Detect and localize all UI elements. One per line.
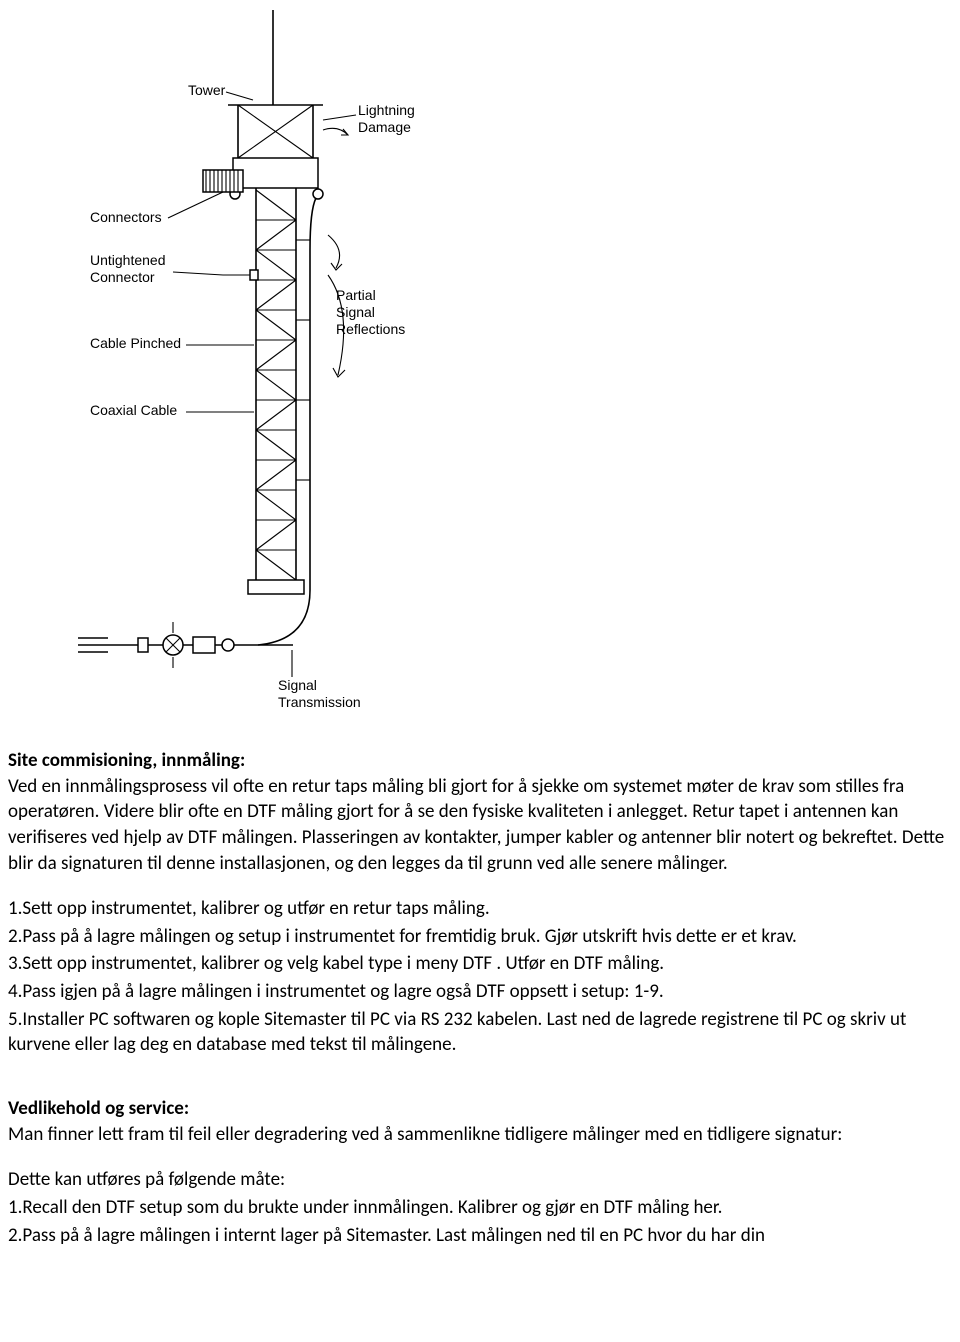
label-cable-pinched: Cable Pinched bbox=[90, 335, 181, 351]
label-signal-l2: Transmission bbox=[278, 694, 361, 710]
diagram-svg: Tower Lightning Damage Connectors Untigh… bbox=[78, 10, 498, 730]
heading-maintenance: Vedlikehold og service: bbox=[8, 1096, 952, 1122]
para-commissioning: Ved en innmålingsprosess vil ofte en ret… bbox=[8, 774, 952, 877]
step-3: 3.Sett opp instrumentet, kalibrer og vel… bbox=[8, 951, 952, 977]
step-2: 2.Pass på å lagre målingen og setup i in… bbox=[8, 924, 952, 950]
proc-step-1: 1.Recall den DTF setup som du brukte und… bbox=[8, 1195, 952, 1221]
heading-commissioning: Site commisioning, innmåling: bbox=[8, 748, 952, 774]
label-coaxial: Coaxial Cable bbox=[90, 402, 177, 418]
para-maintenance: Man finner lett fram til feil eller degr… bbox=[8, 1122, 952, 1148]
label-lightning-l2: Damage bbox=[358, 119, 411, 135]
label-partial-l1: Partial bbox=[336, 287, 376, 303]
section-maintenance: Vedlikehold og service: Man finner lett … bbox=[8, 1096, 952, 1147]
label-signal-l1: Signal bbox=[278, 677, 317, 693]
label-untight-l2: Connector bbox=[90, 269, 155, 285]
procedure-intro: Dette kan utføres på følgende måte: bbox=[8, 1167, 952, 1193]
section-commissioning: Site commisioning, innmåling: Ved en inn… bbox=[8, 748, 952, 876]
section-procedure: Dette kan utføres på følgende måte: 1.Re… bbox=[8, 1167, 952, 1248]
step-4: 4.Pass igjen på å lagre målingen i instr… bbox=[8, 979, 952, 1005]
label-lightning-l1: Lightning bbox=[358, 102, 415, 118]
label-tower: Tower bbox=[188, 82, 226, 98]
steps-list: 1.Sett opp instrumentet, kalibrer og utf… bbox=[8, 896, 952, 1058]
step-1: 1.Sett opp instrumentet, kalibrer og utf… bbox=[8, 896, 952, 922]
label-connectors: Connectors bbox=[90, 209, 162, 225]
label-untight-l1: Untightened bbox=[90, 252, 166, 268]
tower-diagram: Tower Lightning Damage Connectors Untigh… bbox=[78, 10, 498, 730]
label-partial-l3: Reflections bbox=[336, 321, 405, 337]
proc-step-2: 2.Pass på å lagre målingen i internt lag… bbox=[8, 1223, 952, 1249]
label-partial-l2: Signal bbox=[336, 304, 375, 320]
step-5: 5.Installer PC softwaren og kople Sitema… bbox=[8, 1007, 952, 1058]
